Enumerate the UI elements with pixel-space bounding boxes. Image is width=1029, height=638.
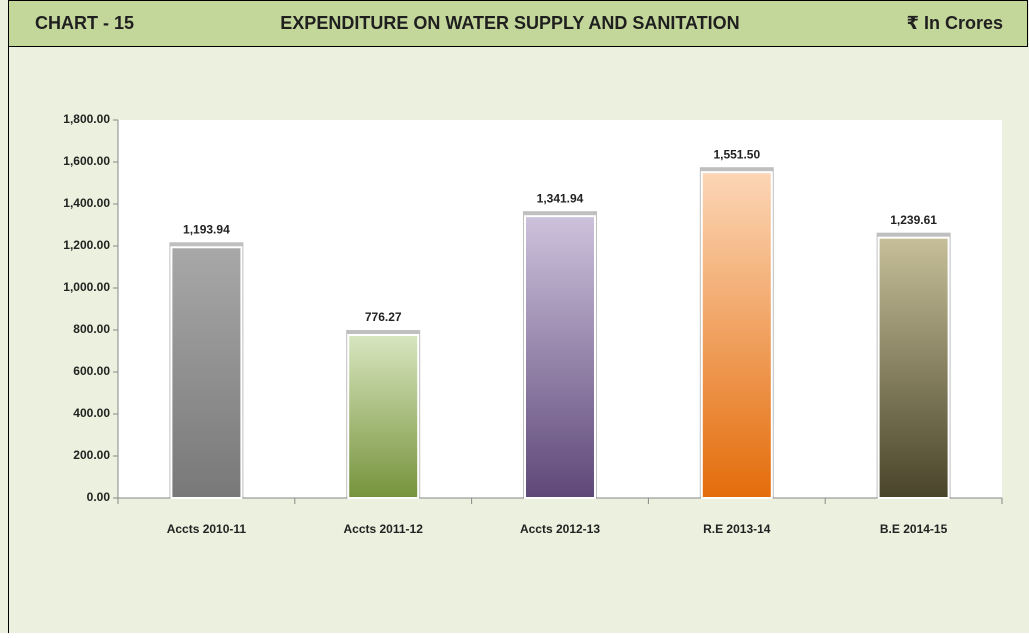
y-tick-label: 800.00 — [73, 322, 110, 336]
chart-label: CHART - 15 — [35, 13, 134, 33]
bar — [877, 236, 950, 499]
x-tick-label: B.E 2014-15 — [880, 522, 948, 536]
data-label: 776.27 — [365, 310, 402, 324]
header-band — [8, 0, 1028, 47]
data-label: 1,193.94 — [183, 222, 230, 236]
y-tick-label: 400.00 — [73, 406, 110, 420]
y-tick-label: 1,600.00 — [63, 154, 110, 168]
bar — [170, 246, 243, 499]
y-tick-label: 1,200.00 — [63, 238, 110, 252]
y-tick-label: 1,800.00 — [63, 112, 110, 126]
bar — [347, 333, 420, 499]
bar — [524, 215, 596, 499]
x-tick-label: Accts 2011-12 — [343, 522, 423, 536]
data-label: 1,341.94 — [537, 191, 584, 205]
x-tick-label: R.E 2013-14 — [703, 522, 771, 536]
unit-label: ₹ In Crores — [906, 13, 1003, 33]
x-tick-label: Accts 2012-13 — [520, 522, 600, 536]
data-label: 1,239.61 — [890, 213, 937, 227]
chart-title: EXPENDITURE ON WATER SUPPLY AND SANITATI… — [280, 13, 739, 33]
y-tick-label: 200.00 — [73, 448, 110, 462]
y-tick-label: 600.00 — [73, 364, 110, 378]
y-tick-label: 1,000.00 — [63, 280, 110, 294]
data-label: 1,551.50 — [713, 147, 760, 161]
bar — [700, 171, 773, 499]
y-tick-label: 0.00 — [87, 490, 111, 504]
y-tick-label: 1,400.00 — [63, 196, 110, 210]
x-tick-label: Accts 2010-11 — [167, 522, 247, 536]
